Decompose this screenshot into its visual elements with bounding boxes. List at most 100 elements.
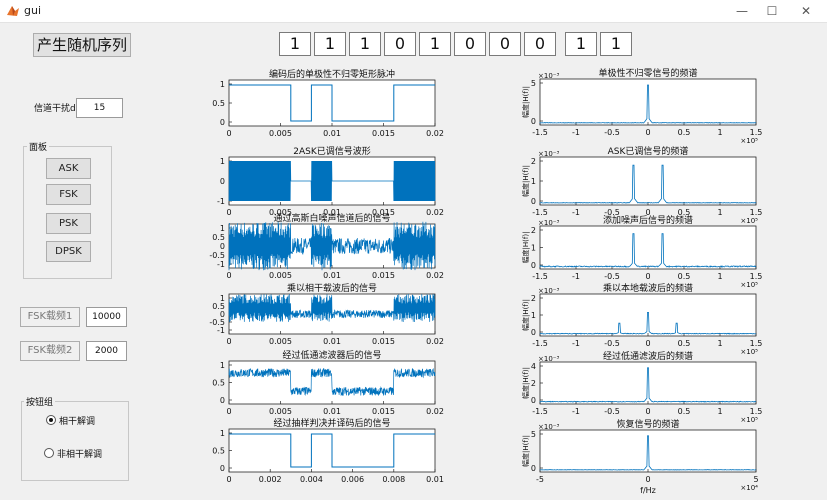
x-tick-label: 1.5 [750, 272, 763, 281]
x-tick-label: 1 [717, 339, 722, 348]
x-tick-label: 0.01 [323, 337, 341, 346]
x-tick-label: 0.005 [269, 208, 292, 217]
y-tick-label: 0 [531, 261, 536, 270]
y-tick-label: 0 [220, 242, 225, 251]
y-tick-label: 0.5 [212, 99, 225, 108]
y-tick-label: 0 [531, 464, 536, 473]
x-tick-label: 0 [645, 272, 650, 281]
x-tick-label: -1.5 [532, 272, 548, 281]
x-tick-label: -0.5 [604, 407, 620, 416]
x-tick-label: 0 [226, 337, 231, 346]
x-tick-label: 0.015 [372, 129, 395, 138]
fsk-carrier2-label: FSK载频2 [20, 341, 80, 361]
x-tick-label: 0.01 [426, 475, 444, 484]
x-tick-label: 0.015 [372, 337, 395, 346]
x-exponent: ×10⁵ [740, 217, 758, 225]
x-tick-label: 0.015 [372, 271, 395, 280]
x-tick-label: 0.02 [426, 208, 444, 217]
plot-title: 编码后的单极性不归零矩形脉冲 [269, 68, 395, 80]
plot-axes [539, 361, 757, 405]
s1-spectrum-trace [539, 84, 757, 124]
x-tick-label: -1 [572, 208, 580, 217]
p3-trace [228, 221, 436, 271]
x-tick-label: 0 [226, 475, 231, 484]
y-axis-label: 幅度|H(f)| [521, 367, 530, 399]
bit-box: 1 [565, 32, 597, 56]
y-tick-label: 1 [220, 294, 225, 303]
y-tick-label: 1 [531, 311, 536, 320]
snr-input[interactable]: 15 [76, 98, 123, 118]
y-tick-label: 0.5 [212, 233, 225, 242]
s3-spectrum-trace [539, 233, 757, 268]
y-tick-label: -0.5 [209, 251, 225, 260]
y-exponent: ×10⁻³ [538, 72, 559, 80]
snr-label: 信道干扰dB [34, 104, 82, 114]
title-bar: gui — ☐ ✕ [0, 0, 827, 23]
x-tick-label: 0 [645, 475, 650, 484]
generate-sequence-button[interactable]: 产生随机序列 [33, 33, 131, 57]
y-axis-label: 幅度|H(f)| [521, 299, 530, 331]
x-tick-label: 0.006 [341, 475, 364, 484]
y-tick-label: -1 [217, 260, 225, 269]
modulation-panel [23, 146, 112, 279]
minimize-button[interactable]: — [736, 4, 748, 18]
x-tick-label: -1.5 [532, 407, 548, 416]
x-tick-label: 1 [717, 407, 722, 416]
y-tick-label: 1 [220, 80, 225, 89]
bit-box: 0 [384, 32, 416, 56]
noncoherent-radio[interactable] [44, 448, 54, 458]
y-tick-label: 5 [531, 430, 536, 439]
x-tick-label: 1.5 [750, 407, 763, 416]
psk-button[interactable]: PSK [46, 213, 91, 234]
x-tick-label: -5 [536, 475, 544, 484]
x-tick-label: 0 [645, 208, 650, 217]
x-tick-label: 0.5 [678, 272, 691, 281]
bit-box: 1 [600, 32, 632, 56]
decoded-trace [229, 433, 435, 468]
plot-title: 单极性不归零信号的频谱 [598, 67, 697, 79]
x-tick-label: 0.01 [323, 208, 341, 217]
y-tick-label: 5 [531, 79, 536, 88]
maximize-button[interactable]: ☐ [766, 4, 778, 18]
x-tick-label: 0.005 [269, 337, 292, 346]
ask-button[interactable]: ASK [46, 158, 91, 179]
dpsk-button[interactable]: DPSK [46, 241, 91, 262]
x-tick-label: 0.005 [269, 129, 292, 138]
fsk-button[interactable]: FSK [46, 184, 91, 205]
panel-title: 面板 [27, 140, 50, 153]
coherent-radio[interactable] [46, 415, 56, 425]
plot-title: 经过低通滤波器后的信号 [282, 349, 381, 361]
x-tick-label: 1 [717, 272, 722, 281]
x-exponent: ×10⁵ [740, 281, 758, 289]
x-tick-label: 0 [226, 129, 231, 138]
x-tick-label: 5 [753, 475, 758, 484]
x-exponent: ×10⁵ [740, 348, 758, 356]
y-tick-label: 0 [531, 396, 536, 405]
y-tick-label: -1 [217, 197, 225, 206]
x-tick-label: 0.01 [323, 271, 341, 280]
y-tick-label: -0.5 [209, 318, 225, 327]
plot-axes [539, 156, 757, 206]
y-tick-label: 2 [531, 379, 536, 388]
x-tick-label: -1 [572, 128, 580, 137]
x-tick-label: 0.008 [382, 475, 405, 484]
plot-axes [539, 78, 757, 126]
fsk-carrier2-input[interactable]: 2000 [86, 341, 127, 361]
plot-axes [228, 79, 436, 127]
y-tick-label: 0 [531, 117, 536, 126]
plot-axes [228, 360, 436, 405]
x-exponent: ×10⁵ [740, 416, 758, 424]
fsk-carrier1-input[interactable]: 10000 [86, 307, 127, 327]
s5-spectrum-trace [539, 367, 757, 403]
x-tick-label: -1 [572, 339, 580, 348]
x-tick-label: 1.5 [750, 339, 763, 348]
x-tick-label: 0 [226, 271, 231, 280]
x-tick-label: -0.5 [604, 128, 620, 137]
plot-title: ASK已调信号的频谱 [608, 145, 689, 157]
plot-title: 经过低通滤波后的频谱 [603, 350, 693, 362]
close-button[interactable]: ✕ [800, 4, 812, 18]
noncoherent-label: 非相干解调 [57, 450, 103, 460]
x-tick-label: 1 [717, 128, 722, 137]
plot-title: 2ASK已调信号波形 [293, 145, 371, 157]
y-axis-label: 幅度|H(f)| [521, 232, 530, 264]
